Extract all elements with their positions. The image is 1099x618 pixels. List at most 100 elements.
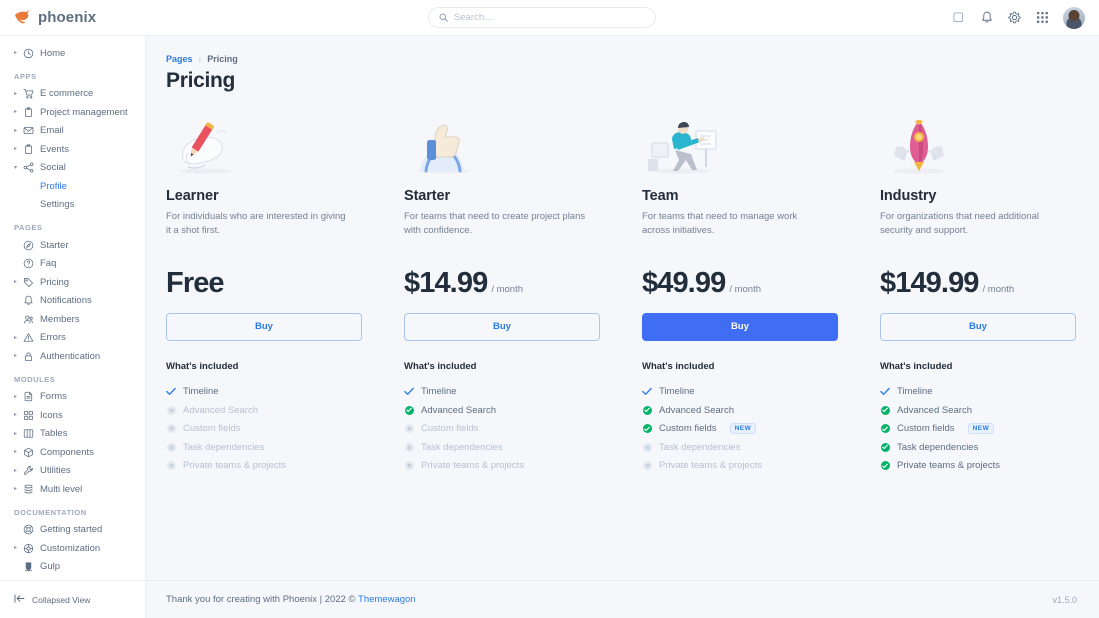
sidebar-item-project-management[interactable]: ▸ Project management <box>0 103 145 122</box>
chevron-right-icon: ▸ <box>14 127 18 134</box>
sidebar-item-settings[interactable]: Settings <box>0 196 145 215</box>
chevron-down-icon: ▾ <box>14 164 18 171</box>
feature-item: Advanced Search <box>880 401 1099 420</box>
chevron-right-icon: ▸ <box>14 334 18 341</box>
cross-circle-icon <box>642 442 652 452</box>
feature-item: Advanced Search <box>404 401 600 420</box>
sidebar-item-getting-started[interactable]: Getting started <box>0 521 145 540</box>
feature-label: Private teams & projects <box>897 460 1000 472</box>
sidebar-item-members[interactable]: Members <box>0 310 145 329</box>
sidebar-item-label: Project management <box>40 106 128 118</box>
check-icon <box>642 387 652 397</box>
sidebar-item-icons[interactable]: ▸ Icons <box>0 406 145 425</box>
sidebar-item-label: Getting started <box>40 524 103 536</box>
plan-price: Free <box>166 266 225 299</box>
chevron-right-icon: ▸ <box>14 279 18 286</box>
breadcrumb: Pages › Pricing <box>166 54 1077 64</box>
sidebar-item-social[interactable]: ▾ Social <box>0 159 145 178</box>
chevron-right-icon: ▸ <box>14 90 18 97</box>
buy-button-starter[interactable]: Buy <box>404 312 600 341</box>
sidebar-item-home[interactable]: ▸ Home <box>0 44 145 63</box>
buy-button-learner[interactable]: Buy <box>166 312 362 341</box>
grid-apps-icon[interactable] <box>1035 10 1050 25</box>
sidebar-collapse-toggle[interactable]: Collapsed View <box>0 580 145 618</box>
check-circle-icon <box>642 405 652 415</box>
feature-item: Custom fields NEW <box>880 420 1099 439</box>
page-content: Pages › Pricing Pricing Learner For indiv… <box>146 36 1099 580</box>
sidebar-item-forms[interactable]: ▸ Forms <box>0 388 145 407</box>
sidebar-item-components[interactable]: ▸ Components <box>0 443 145 462</box>
pricing-cards: Learner For individuals who are intereste… <box>166 115 1077 475</box>
gear-icon[interactable] <box>1007 10 1022 25</box>
avatar[interactable] <box>1063 6 1085 29</box>
sidebar-item-gulp[interactable]: Gulp <box>0 558 145 577</box>
cross-circle-icon <box>642 461 652 471</box>
sidebar-item-label: Faq <box>40 258 57 270</box>
feature-item: Private teams & projects <box>404 457 600 476</box>
breadcrumb-separator: › <box>198 54 202 64</box>
sidebar-item-notifications[interactable]: Notifications <box>0 292 145 311</box>
check-icon <box>880 387 890 397</box>
sidebar-item-label: Multi level <box>40 483 83 495</box>
moon-icon[interactable] <box>951 10 966 25</box>
feature-item: Task dependencies <box>166 438 362 457</box>
breadcrumb-parent[interactable]: Pages <box>166 54 193 64</box>
feature-label: Advanced Search <box>421 404 496 416</box>
top-navbar: phoenix <box>0 0 1099 36</box>
feature-item: Task dependencies <box>404 438 600 457</box>
cross-circle-icon <box>404 442 414 452</box>
compass-icon <box>23 240 40 251</box>
sidebar-item-e-commerce[interactable]: ▸ E commerce <box>0 85 145 104</box>
feature-item: Private teams & projects <box>880 457 1099 476</box>
sidebar-item-faq[interactable]: Faq <box>0 255 145 274</box>
search-box[interactable] <box>428 7 656 28</box>
included-title: What's included <box>166 360 239 372</box>
themewagon-link[interactable]: Themewagon <box>358 594 416 605</box>
sidebar-item-utilities[interactable]: ▸ Utilities <box>0 462 145 481</box>
chevron-right-icon: ▸ <box>14 146 18 153</box>
sidebar-item-label: Settings <box>40 199 75 211</box>
box-icon <box>23 447 40 458</box>
buy-button-industry[interactable]: Buy <box>880 312 1076 341</box>
feature-label: Timeline <box>897 386 933 398</box>
included-title: What's included <box>404 360 477 372</box>
plan-period: / month <box>729 283 761 295</box>
sidebar-item-starter[interactable]: Starter <box>0 236 145 255</box>
brand-logo[interactable]: phoenix <box>0 9 133 27</box>
lock-icon <box>23 351 40 362</box>
phoenix-bird-icon <box>14 9 31 27</box>
brand-name: phoenix <box>38 9 97 26</box>
sidebar-item-events[interactable]: ▸ Events <box>0 140 145 159</box>
check-circle-icon <box>880 405 890 415</box>
feature-item: Task dependencies <box>642 438 838 457</box>
thumbs-up-illustration <box>404 115 600 177</box>
sidebar-item-errors[interactable]: ▸ Errors <box>0 329 145 348</box>
share-icon <box>23 162 40 173</box>
check-icon <box>404 387 414 397</box>
feature-label: Advanced Search <box>659 404 734 416</box>
plan-period: / month <box>491 283 523 295</box>
footer-credit: Thank you for creating with Phoenix | 20… <box>166 594 416 605</box>
sidebar-item-pricing[interactable]: ▸ Pricing <box>0 273 145 292</box>
search-icon <box>439 10 448 25</box>
tag-icon <box>23 277 40 288</box>
feature-item: Advanced Search <box>166 401 362 420</box>
sidebar-item-label: Notifications <box>40 295 92 307</box>
sidebar-item-profile[interactable]: Profile <box>0 177 145 196</box>
cross-circle-icon <box>166 424 176 434</box>
sidebar-nav[interactable]: ▸ Home APPS ▸ E commerce ▸ Project management ▸… <box>0 36 145 580</box>
buy-button-team[interactable]: Buy <box>642 312 838 341</box>
sidebar-item-label: Errors <box>40 332 66 344</box>
grid-icon <box>23 410 40 421</box>
sidebar-item-customization[interactable]: ▸ Customization <box>0 539 145 558</box>
bell-icon[interactable] <box>979 10 994 25</box>
sidebar-item-email[interactable]: ▸ Email <box>0 122 145 141</box>
sidebar-item-authentication[interactable]: ▸ Authentication <box>0 347 145 366</box>
search-input[interactable] <box>454 12 645 23</box>
feature-label: Task dependencies <box>659 441 741 453</box>
feature-item: Private teams & projects <box>166 457 362 476</box>
sidebar-item-multi-level[interactable]: ▸ Multi level <box>0 480 145 499</box>
sidebar-item-tables[interactable]: ▸ Tables <box>0 425 145 444</box>
feature-label: Private teams & projects <box>421 460 524 472</box>
